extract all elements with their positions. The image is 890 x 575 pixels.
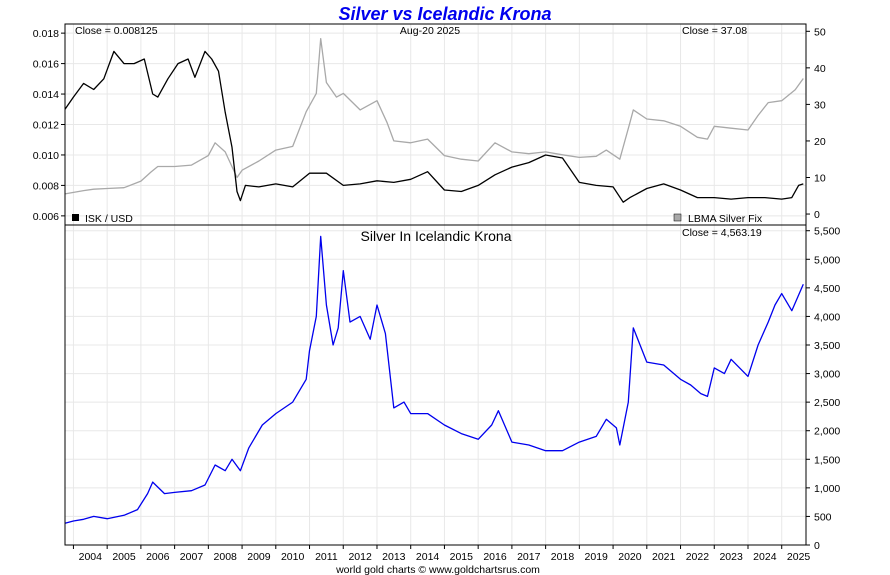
y-tick-label: 50 [814, 26, 826, 38]
y-tick-label: 500 [814, 511, 832, 523]
isk-series-line [64, 50, 804, 203]
y-tick-label: 0.010 [33, 150, 59, 162]
y-tick-label: 5,000 [814, 254, 840, 266]
y-tick-label: 0.018 [33, 28, 59, 40]
bottom-grid [65, 225, 806, 546]
x-axis: 2004 2005 2006 2007 2008 2009 2010 2011 2012 2013… [72, 545, 811, 563]
y-tick-label: 10 [814, 172, 826, 184]
x-tick-label: 2011 [315, 551, 338, 563]
x-tick-label: 2017 [517, 551, 541, 563]
x-tick-label: 2004 [79, 551, 103, 563]
x-tick-label: 2022 [686, 551, 710, 563]
x-tick-label: 2021 [652, 551, 676, 563]
right-close-label: Close = 37.08 [682, 25, 747, 37]
x-tick-label: 2006 [146, 551, 170, 563]
x-tick-label: 2013 [382, 551, 406, 563]
isk-legend-label: ISK / USD [85, 213, 133, 225]
x-tick-label: 2016 [483, 551, 507, 563]
series-group [64, 235, 804, 524]
date-label: Aug-20 2025 [400, 25, 460, 37]
x-tick-label: 2008 [214, 551, 238, 563]
y-tick-label: 0.016 [33, 59, 59, 71]
y-tick-label: 5,500 [814, 226, 840, 238]
top-right-axis: 0 10 20 30 40 50 [806, 26, 826, 221]
x-tick-label: 2020 [618, 551, 642, 563]
y-tick-label: 0 [814, 540, 820, 552]
x-tick-label: 2012 [348, 551, 372, 563]
chart-title: Silver vs Icelandic Krona [338, 4, 551, 24]
y-tick-label: 20 [814, 136, 826, 148]
silver-legend-swatch [673, 213, 682, 222]
series-group [64, 37, 804, 203]
x-tick-label: 2019 [585, 551, 609, 563]
y-tick-label: 4,500 [814, 283, 840, 295]
y-tick-label: 2,500 [814, 397, 840, 409]
y-tick-label: 0.008 [33, 180, 59, 192]
x-tick-label: 2018 [551, 551, 575, 563]
y-tick-label: 0.012 [33, 120, 59, 132]
bottom-close-label: Close = 4,563.19 [682, 227, 762, 239]
y-tick-label: 0.006 [33, 211, 59, 223]
footer-credit: world gold charts © www.goldchartsrus.co… [335, 564, 540, 575]
y-tick-label: 2,000 [814, 426, 840, 438]
y-tick-label: 30 [814, 99, 826, 111]
bottom-panel: 0 500 1,000 1,500 2,000 2,500 3,000 3,500 4,000 4… [64, 224, 840, 563]
top-grid [65, 24, 806, 225]
y-tick-label: 3,000 [814, 369, 840, 381]
x-tick-label: 2025 [787, 551, 811, 563]
bottom-right-axis: 0 500 1,000 1,500 2,000 2,500 3,000 3,500 4,000 4… [806, 226, 840, 552]
y-tick-label: 4,000 [814, 311, 840, 323]
y-tick-label: 40 [814, 63, 826, 75]
bottom-chart-title: Silver In Icelandic Krona [361, 228, 512, 244]
x-tick-label: 2024 [753, 551, 777, 563]
x-tick-label: 2014 [416, 551, 440, 563]
y-tick-label: 0.014 [33, 89, 59, 101]
y-tick-label: 1,500 [814, 454, 840, 466]
left-close-label: Close = 0.008125 [75, 25, 158, 37]
y-tick-label: 1,000 [814, 483, 840, 495]
x-tick-label: 2010 [281, 551, 305, 563]
x-tick-label: 2005 [112, 551, 136, 563]
bottom-panel-frame [64, 224, 807, 546]
y-tick-label: 0 [814, 209, 820, 221]
x-tick-label: 2007 [180, 551, 204, 563]
silver-legend-label: LBMA Silver Fix [688, 213, 763, 225]
top-left-axis: 0.006 0.008 0.010 0.012 0.014 0.016 0.018 [33, 28, 65, 223]
x-tick-label: 2023 [719, 551, 743, 563]
x-tick-label: 2015 [450, 551, 474, 563]
top-panel: 0.006 0.008 0.010 0.012 0.014 0.016 0.018 0 10 2… [33, 23, 826, 226]
isk-legend-swatch [72, 214, 79, 221]
x-tick-label: 2009 [247, 551, 271, 563]
silver-series-line [64, 37, 804, 195]
silver-in-krona-line [64, 235, 804, 524]
y-tick-label: 3,500 [814, 340, 840, 352]
